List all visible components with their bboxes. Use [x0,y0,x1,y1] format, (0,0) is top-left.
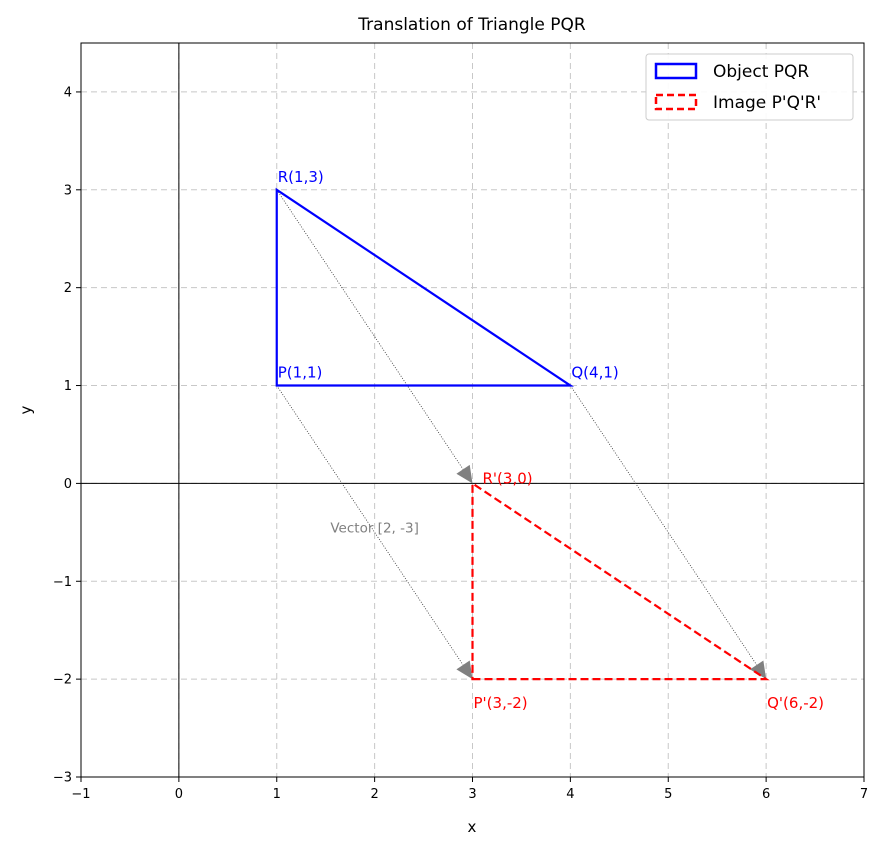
legend: Object PQR Image P'Q'R' [645,53,854,121]
image-triangle [471,481,770,681]
translation-arrow-head [750,660,767,680]
object-vertex-label: Q(4,1) [571,364,618,382]
point-labels: Vector [2, -3] P(1,1) Q(4,1) R(1,3) P'(3,-2)… [278,168,824,712]
x-axis-title: x [468,818,477,836]
y-tick-label: 1 [64,379,72,394]
y-tick-label: −1 [53,575,72,590]
y-tick-label: 2 [64,281,72,296]
y-tick-label: 0 [64,477,72,492]
object-vertex-label: R(1,3) [278,168,324,186]
y-tick-label: 4 [64,85,72,100]
legend-label-object: Object PQR [713,62,809,82]
x-tick-label: 5 [664,787,672,802]
x-tick-label: 6 [762,787,770,802]
x-tick-label: 4 [566,787,574,802]
x-tick-label: 7 [860,787,868,802]
y-tick-label: −2 [53,673,72,688]
series [275,187,770,681]
chart-title: Translation of Triangle PQR [357,15,586,35]
vector-label: Vector [2, -3] [330,520,418,536]
translation-arrows [276,189,767,680]
y-tick-label: 3 [64,183,72,198]
image-vertex-label: R'(3,0) [483,469,533,487]
x-tick-label: 2 [370,787,378,802]
legend-label-image: Image P'Q'R' [713,93,821,113]
x-tick-label: 0 [175,787,183,802]
image-vertex-label: Q'(6,-2) [767,694,824,712]
x-tick-label: −1 [71,787,90,802]
y-tick-label: −3 [53,771,72,786]
image-vertex-label: P'(3,-2) [474,694,528,712]
x-tick-label: 3 [468,787,476,802]
ticks: −1 0 1 2 3 4 5 6 7 −3 −2 −1 0 1 2 3 4 [53,85,868,802]
legend-swatch-object [654,62,698,80]
object-vertex-label: P(1,1) [278,364,323,382]
x-tick-label: 1 [273,787,281,802]
y-axis-title: y [17,405,35,414]
object-triangle [275,187,575,387]
legend-swatch-image [654,93,698,111]
legend-box [645,53,854,121]
translation-arrow-head [456,464,473,484]
translation-arrow-head [456,660,473,680]
